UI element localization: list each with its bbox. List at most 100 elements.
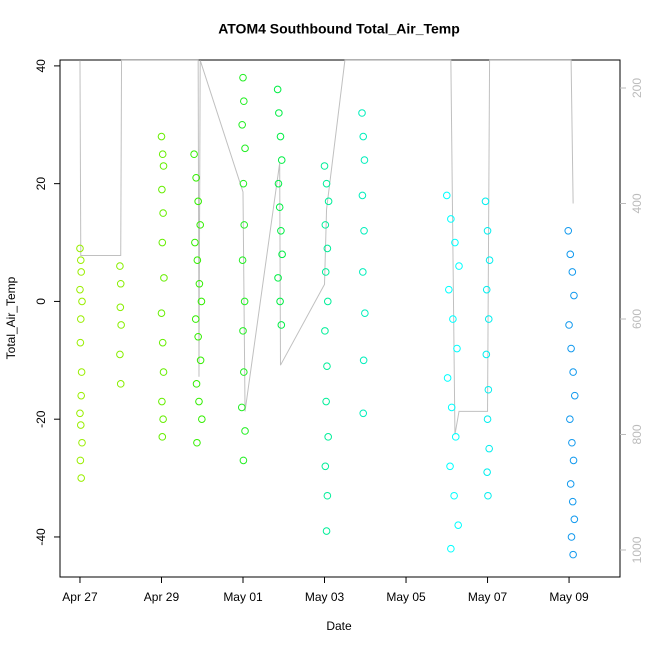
point [275,109,283,117]
point [157,309,166,318]
point [358,109,366,117]
point [117,321,125,329]
y2-tick-label: 1000 [630,536,644,563]
point [453,344,461,353]
point [451,238,459,247]
point [77,391,85,400]
point [191,238,199,247]
y2-tick-label: 400 [630,193,644,213]
point [569,456,578,465]
point [239,179,248,188]
point [194,332,202,341]
point [483,468,491,476]
point [241,144,249,153]
y-tick-label: 0 [34,298,48,305]
point [485,444,493,453]
point [76,338,85,347]
point [566,480,575,488]
point [483,415,492,423]
point [446,462,454,471]
point [77,474,85,482]
point [158,433,167,441]
point [240,368,248,376]
point [443,374,452,382]
x-tick-label: Apr 27 [62,590,98,604]
point [359,409,368,418]
point [482,285,491,294]
point [158,238,167,247]
x-tick-label: May 09 [549,590,589,604]
x-axis-label: Date [326,619,352,633]
point [568,438,576,447]
point [482,350,491,359]
point [564,226,573,235]
point [323,297,332,306]
point [159,368,168,376]
point [445,285,453,294]
point [569,368,577,376]
point [237,403,246,412]
point [484,385,493,394]
x-tick-label: May 03 [305,590,345,604]
point [77,268,85,276]
point [76,315,85,323]
point [568,497,577,506]
point [359,132,368,141]
point [76,409,84,418]
point [276,297,284,306]
point [570,291,578,300]
point [455,262,463,270]
point [324,433,332,441]
point [277,156,286,164]
point [447,215,455,223]
point [239,73,247,82]
point [198,415,206,423]
point [323,362,331,370]
point [192,380,201,388]
point [565,321,573,329]
point [238,120,246,129]
point [570,391,579,400]
point [240,297,249,306]
point [194,197,202,206]
point [322,397,330,406]
point [566,250,575,259]
point [190,150,198,159]
point [159,209,167,217]
plot-frame [59,59,621,578]
y-tick-label: -40 [34,528,48,546]
point [449,315,457,323]
point [241,427,249,435]
point [192,173,200,182]
point [191,315,200,323]
point [451,433,460,441]
point [240,221,249,229]
point [196,221,205,229]
point [193,438,201,447]
point [567,344,575,353]
point [484,315,493,323]
point [447,544,455,553]
point [197,297,206,306]
point [360,226,368,235]
point [196,356,205,365]
pressure-line [79,59,574,435]
point [447,403,456,412]
point [321,221,330,229]
point [277,321,286,329]
point [358,191,367,200]
point [78,297,86,306]
point [359,356,368,365]
point [323,491,332,500]
point [273,85,282,94]
point [195,279,204,288]
point [193,256,202,265]
point [277,226,285,235]
point [566,415,574,423]
point [569,550,577,559]
point [76,421,85,429]
point [116,303,125,312]
point [484,491,492,500]
point [321,327,329,335]
